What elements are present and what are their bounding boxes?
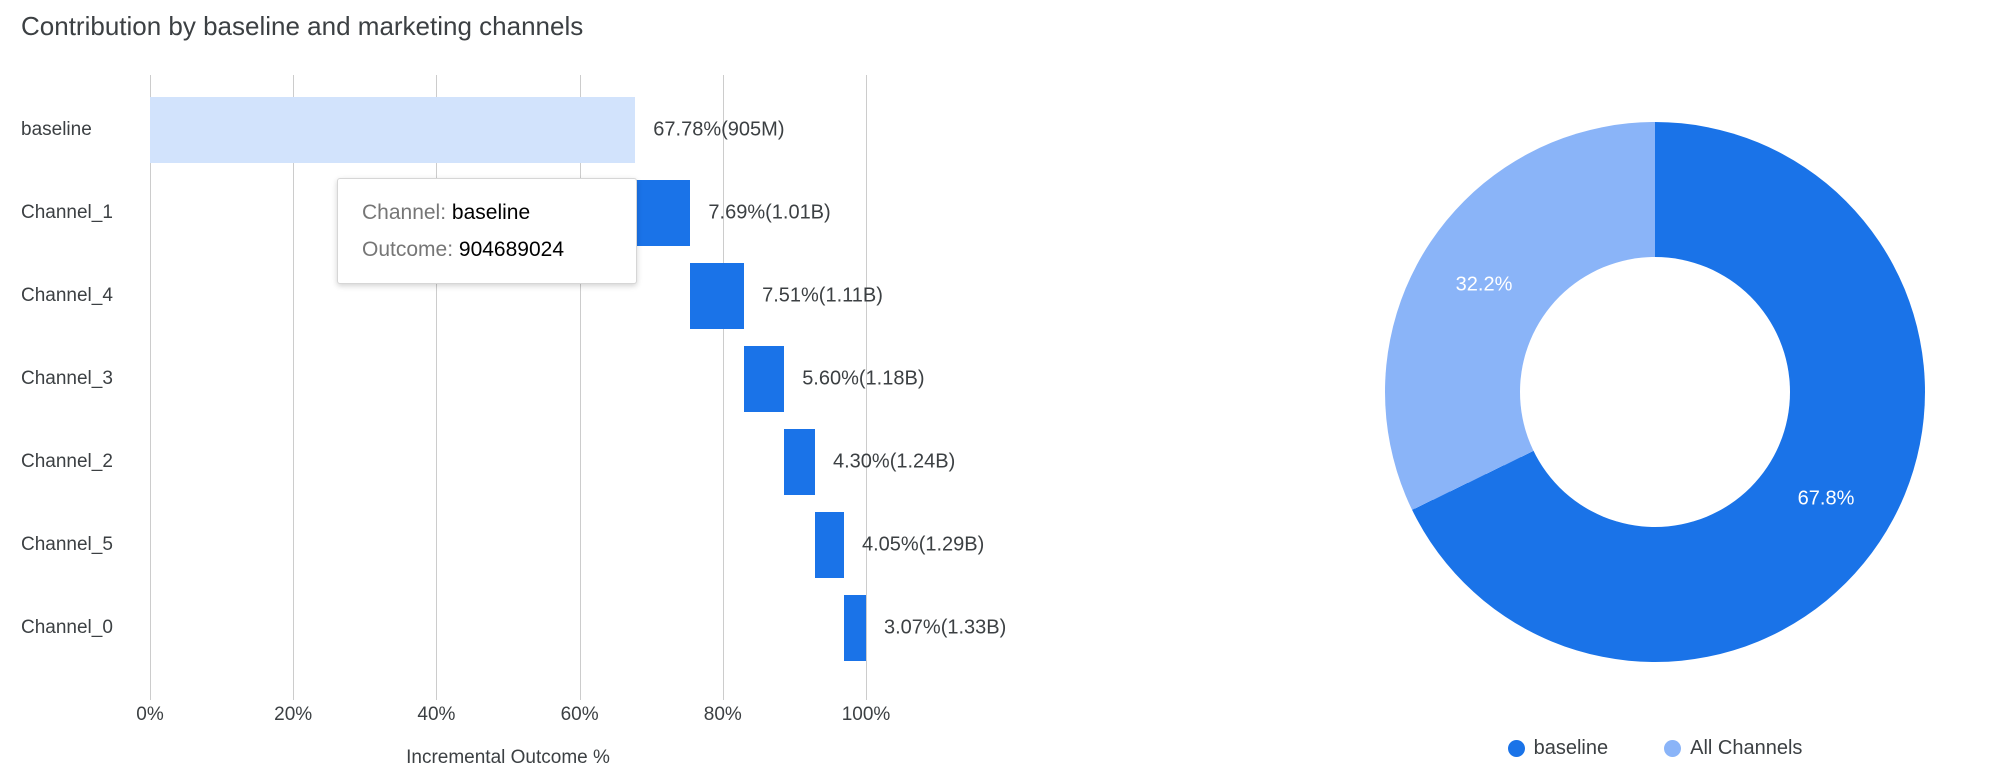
legend-item-all-channels: All Channels <box>1664 737 1802 760</box>
x-tick-label: 20% <box>274 704 313 725</box>
bar-value-label-baseline: 67.78%(905M) <box>653 118 785 141</box>
bar-value-label-Channel_3: 5.60%(1.18B) <box>802 367 925 390</box>
donut-ring[interactable] <box>1385 122 1925 662</box>
bar-value-label-Channel_0: 3.07%(1.33B) <box>884 616 1007 639</box>
gridline <box>866 75 867 700</box>
bar-Channel_1[interactable] <box>635 180 691 246</box>
bar-baseline[interactable] <box>150 97 636 163</box>
gridline <box>722 75 724 700</box>
x-tick-label: 0% <box>136 704 164 725</box>
legend-label: All Channels <box>1690 737 1803 759</box>
page-title: Contribution by baseline and marketing c… <box>21 11 584 41</box>
tooltip-outcome-value: 904689024 <box>458 238 565 261</box>
bar-value-label-Channel_2: 4.30%(1.24B) <box>833 450 956 473</box>
legend-item-baseline: baseline <box>1507 737 1609 760</box>
legend-swatch-icon <box>1664 740 1682 757</box>
category-label-Channel_4: Channel_4 <box>21 285 113 306</box>
gridline <box>579 75 581 700</box>
gridline <box>436 75 438 700</box>
category-label-Channel_2: Channel_2 <box>21 451 113 472</box>
tooltip-channel-value: baseline <box>451 201 531 224</box>
slice-label-baseline: 67.8% <box>1797 487 1855 510</box>
gridline <box>150 75 151 700</box>
x-tick-label: 40% <box>417 704 456 725</box>
category-label-baseline: baseline <box>21 119 92 140</box>
x-tick-label: 100% <box>841 704 891 725</box>
bar-value-label-Channel_4: 7.51%(1.11B) <box>762 284 883 307</box>
slice-label-all-channels: 32.2% <box>1455 273 1513 296</box>
x-tick-label: 60% <box>560 704 599 725</box>
chart-tooltip: Channel: baseline Outcome: 904689024 <box>337 178 637 284</box>
gridline <box>293 75 295 700</box>
bar-value-label-Channel_1: 7.69%(1.01B) <box>708 201 831 224</box>
donut-legend: baseline All Channels <box>1385 737 1925 760</box>
bar-Channel_0[interactable] <box>844 595 866 661</box>
bar-Channel_4[interactable] <box>690 263 745 329</box>
legend-swatch-icon <box>1507 740 1525 757</box>
x-axis-title: Incremental Outcome % <box>406 747 610 768</box>
bar-Channel_3[interactable] <box>744 346 785 412</box>
legend-label: baseline <box>1533 737 1609 759</box>
tooltip-outcome-row: Outcome: 904689024 <box>362 231 612 268</box>
tooltip-channel-row: Channel: baseline <box>362 194 612 231</box>
bar-Channel_2[interactable] <box>784 429 815 495</box>
category-label-Channel_1: Channel_1 <box>21 202 113 223</box>
x-tick-label: 80% <box>703 704 742 725</box>
bar-Channel_5[interactable] <box>815 512 844 578</box>
category-label-Channel_0: Channel_0 <box>21 617 113 638</box>
tooltip-channel-label: Channel: <box>362 201 447 224</box>
category-label-Channel_5: Channel_5 <box>21 534 113 555</box>
tooltip-outcome-label: Outcome: <box>362 238 454 261</box>
donut-hole <box>1520 257 1790 527</box>
category-label-Channel_3: Channel_3 <box>21 368 113 389</box>
bar-value-label-Channel_5: 4.05%(1.29B) <box>862 533 985 556</box>
